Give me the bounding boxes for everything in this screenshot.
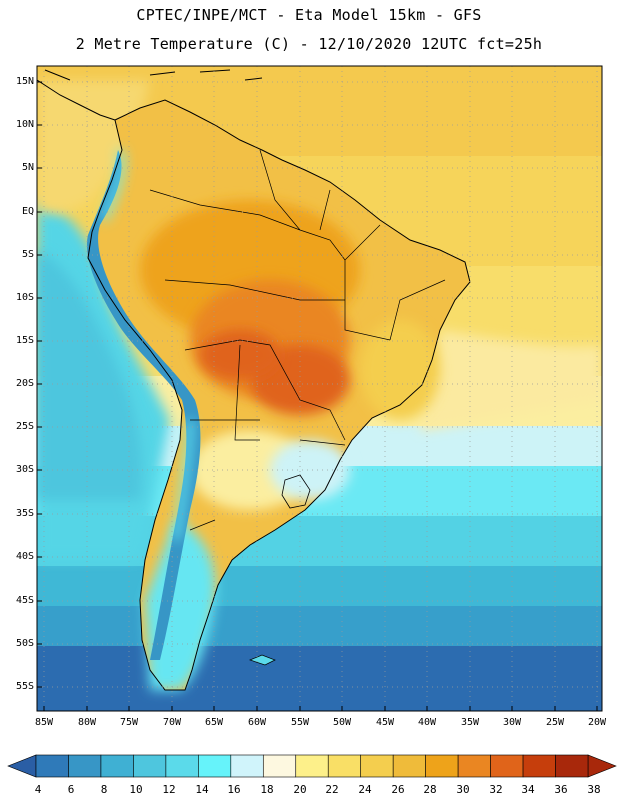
colorbar-label: 16 — [227, 783, 241, 796]
title-line-field: 2 Metre Temperature (C) - 12/10/2020 12U… — [75, 35, 543, 53]
lon-label: 40W — [417, 717, 437, 728]
lon-label: 45W — [375, 717, 395, 728]
lon-label: 75W — [119, 717, 139, 728]
lat-label: 40S — [15, 551, 34, 562]
colorbar-label: 38 — [587, 783, 601, 796]
lat-label: 35S — [15, 508, 34, 519]
map-field — [37, 66, 602, 711]
colorbar-label: 10 — [129, 783, 143, 796]
colorbar-swatch — [522, 754, 556, 778]
colorbar-swatch — [68, 754, 102, 778]
lon-label: 70W — [162, 717, 182, 728]
pacific-warm-water — [37, 80, 150, 213]
lat-label: EQ — [21, 206, 34, 217]
colorbar-swatch — [165, 754, 199, 778]
colorbar-swatch — [327, 754, 362, 778]
lat-label: 5N — [21, 162, 34, 173]
colorbar-label: 28 — [423, 783, 437, 796]
lagoa-dos-patos — [281, 474, 311, 509]
colorbar-label: 32 — [489, 783, 503, 796]
colorbar-high-arrow — [587, 754, 617, 778]
lat-label: 30S — [15, 464, 34, 475]
colorbar-label: 22 — [325, 783, 339, 796]
lat-label: 15N — [15, 76, 34, 87]
lat-label: 25S — [15, 421, 34, 432]
lon-label: 55W — [290, 717, 310, 728]
atlantic-warm-water — [420, 330, 602, 430]
lat-label: 5S — [21, 249, 34, 260]
colorbar-label: 12 — [162, 783, 176, 796]
colorbar-swatch — [262, 754, 297, 778]
lon-label: 50W — [332, 717, 352, 728]
paraguay-hot-zone — [200, 330, 280, 380]
colorbar-label: 30 — [456, 783, 470, 796]
pacific-cool-water — [37, 250, 142, 500]
falkland-islands — [249, 654, 276, 666]
colorbar-swatch — [295, 754, 329, 778]
lon-label: 65W — [204, 717, 224, 728]
colorbar-swatch — [35, 754, 69, 778]
lat-label: 50S — [15, 638, 34, 649]
colorbar-low-arrow — [7, 754, 37, 778]
colorbar-label: 26 — [391, 783, 405, 796]
colorbar-label: 4 — [34, 783, 42, 796]
map-frame — [36, 65, 603, 712]
lon-label: 30W — [502, 717, 522, 728]
ocean-band — [37, 566, 602, 606]
lat-label: 15S — [15, 335, 34, 346]
lon-label: 85W — [34, 717, 54, 728]
colorbar-label: 6 — [67, 783, 75, 796]
colorbar-swatch — [100, 754, 134, 778]
colorbar-label: 34 — [521, 783, 535, 796]
ocean-band — [37, 606, 602, 646]
lon-label: 20W — [587, 717, 607, 728]
lat-label: 20S — [15, 378, 34, 389]
colorbar-swatch — [133, 754, 167, 778]
colorbar-swatch — [425, 754, 459, 778]
lon-label: 60W — [247, 717, 267, 728]
country-borders — [149, 149, 446, 531]
colorbar-label: 20 — [293, 783, 307, 796]
colorbar-swatch — [457, 754, 491, 778]
colorbar-label: 8 — [100, 783, 108, 796]
central-america-coast — [37, 69, 116, 121]
colorbar-label: 36 — [554, 783, 568, 796]
lat-label: 55S — [15, 681, 34, 692]
caribbean-islands — [149, 69, 263, 81]
colorbar-swatch — [198, 754, 232, 778]
lon-label: 80W — [77, 717, 97, 728]
colorbar-swatch — [490, 754, 524, 778]
colorbar-label: 24 — [358, 783, 372, 796]
coastline — [87, 99, 471, 691]
colorbar-label: 18 — [260, 783, 274, 796]
ocean-band — [37, 646, 602, 711]
lat-label: 10N — [15, 119, 34, 130]
graticule — [37, 66, 602, 711]
pampas-cool-zone — [270, 440, 350, 500]
andes-snow-band — [101, 149, 193, 541]
axis-ticks — [37, 81, 598, 711]
colorbar-label: 14 — [195, 783, 209, 796]
colorbar-swatch — [392, 754, 426, 778]
argentina-mild-zone — [190, 430, 310, 510]
colorbar — [7, 754, 617, 778]
lat-label: 10S — [15, 292, 34, 303]
colorbar-swatch — [555, 754, 589, 778]
lat-label: 45S — [15, 595, 34, 606]
lon-label: 35W — [460, 717, 480, 728]
colorbar-swatch — [230, 754, 264, 778]
colorbar-swatch — [360, 754, 394, 778]
southeast-mild-zone — [360, 320, 440, 420]
lon-label: 25W — [545, 717, 565, 728]
title-line-model: CPTEC/INPE/MCT - Eta Model 15km - GFS — [136, 6, 482, 24]
